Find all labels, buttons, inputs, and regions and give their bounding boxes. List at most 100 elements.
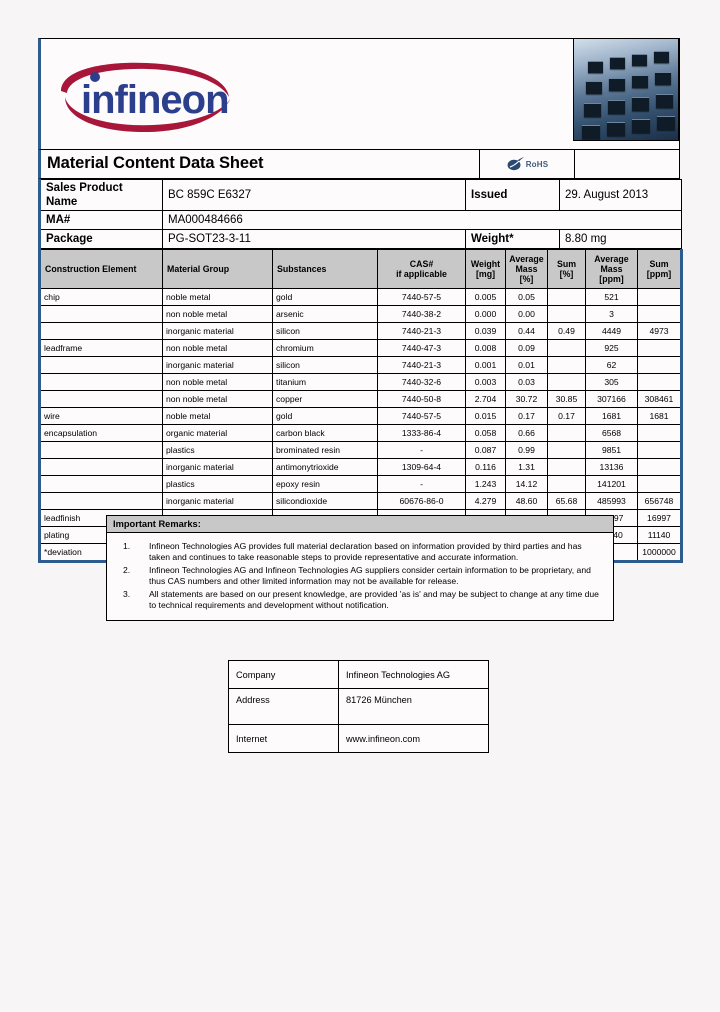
internet-label: Internet [228,724,339,753]
cell-average-mass-pct: 48.60 [505,492,548,510]
remark-item: 3. All statements are based on our presen… [115,589,603,612]
material-content-table: Construction Element Material Group Subs… [38,249,683,563]
header-substances: Substances [272,249,378,289]
cell-construction-element: encapsulation [38,424,163,442]
cell-sum-pct: 0.49 [547,322,586,340]
table-row: Sales Product Name BC 859C E6327 Issued … [38,179,682,211]
header-weight-unit: [mg] [475,269,496,279]
cell-weight: 0.116 [465,458,506,476]
cell-sum-ppm [637,373,683,391]
cell-substance: copper [272,390,378,408]
header-band: infineon [38,38,680,150]
cell-material-group: inorganic material [162,458,273,476]
cell-average-mass-ppm: 485993 [585,492,638,510]
cell-average-mass-pct: 0.00 [505,305,548,323]
cell-weight: 4.279 [465,492,506,510]
cell-weight: 0.003 [465,373,506,391]
cell-construction-element: leadframe [38,339,163,357]
cell-construction-element [38,373,163,391]
cell-sum-pct [547,288,586,306]
cell-material-group: non noble metal [162,339,273,357]
cell-sum-ppm: 11140 [637,526,683,544]
table-row: non noble metal titanium 7440-32-6 0.003 0.0… [38,373,683,391]
cell-construction-element: chip [38,288,163,306]
cell-construction-element [38,492,163,510]
cell-sum-pct [547,305,586,323]
header-sum-pct-l2: [%] [559,269,574,279]
issued-label: Issued [465,179,560,211]
cell-sum-pct: 65.68 [547,492,586,510]
cell-substance: antimonytrioxide [272,458,378,476]
cell-material-group: non noble metal [162,373,273,391]
sales-product-name-label: Sales Product Name [38,179,163,211]
cell-sum-pct [547,424,586,442]
table-row: MA# MA000484666 [38,210,682,230]
cell-substance: gold [272,407,378,425]
remarks-body: 1. Infineon Technologies AG provides full… [107,533,613,620]
table-row: inorganic material silicon 7440-21-3 0.001 0… [38,356,683,374]
cell-weight: 0.039 [465,322,506,340]
header-sum-ppm-l1: Sum [649,259,669,269]
cell-average-mass-ppm: 307166 [585,390,638,408]
cell-construction-element [38,475,163,493]
header-avg-mass-ppm-l2: Mass [600,264,623,274]
rohs-badge: RoHS [506,156,549,172]
cell-construction-element [38,356,163,374]
table-row: chip noble metal gold 7440-57-5 0.005 0.05 521 [38,288,683,306]
cell-weight: 0.008 [465,339,506,357]
important-remarks-box: Important Remarks: 1. Infineon Technologi… [106,515,614,622]
cell-substance: arsenic [272,305,378,323]
remark-number: 2. [123,564,131,575]
cell-sum-ppm: 4973 [637,322,683,340]
cell-material-group: inorganic material [162,492,273,510]
cell-average-mass-ppm: 305 [585,373,638,391]
header-material-group: Material Group [162,249,273,289]
cell-construction-element [38,322,163,340]
cell-material-group: inorganic material [162,356,273,374]
datasheet-page: infineon [38,38,683,753]
cell-cas: 7440-57-5 [377,288,466,306]
cell-average-mass-pct: 0.17 [505,407,548,425]
cell-weight: 0.001 [465,356,506,374]
cell-average-mass-pct: 0.03 [505,373,548,391]
cell-substance: epoxy resin [272,475,378,493]
table-row: Package PG-SOT23-3-11 Weight* 8.80 mg [38,229,682,249]
product-photo [573,38,679,141]
cell-average-mass-ppm: 925 [585,339,638,357]
cell-sum-ppm [637,288,683,306]
cell-material-group: plastics [162,475,273,493]
company-value: Infineon Technologies AG [338,660,489,689]
table-row: Address 81726 München [228,688,489,725]
cell-average-mass-ppm: 13136 [585,458,638,476]
cell-weight: 0.000 [465,305,506,323]
cell-average-mass-pct: 0.99 [505,441,548,459]
cell-cas: 7440-50-8 [377,390,466,408]
header-cas-line1: CAS# [409,259,434,269]
cell-construction-element [38,458,163,476]
cell-average-mass-pct: 1.31 [505,458,548,476]
ma-value: MA000484666 [162,210,682,230]
cell-cas: 7440-47-3 [377,339,466,357]
cell-substance: brominated resin [272,441,378,459]
cell-sum-ppm [637,424,683,442]
cell-average-mass-pct: 14.12 [505,475,548,493]
cell-average-mass-ppm: 6568 [585,424,638,442]
title-blank-cell [574,150,679,178]
internet-value: www.infineon.com [338,724,489,753]
cell-average-mass-ppm: 4449 [585,322,638,340]
rohs-label: RoHS [525,159,549,169]
weight-label: Weight* [465,229,560,249]
cell-material-group: noble metal [162,288,273,306]
cell-average-mass-ppm: 9851 [585,441,638,459]
header-sum-ppm-l2: [ppm] [646,269,672,279]
cell-sum-pct [547,441,586,459]
header-cas: CAS# if applicable [377,249,466,289]
remark-item: 2. Infineon Technologies AG and Infineon … [115,565,603,588]
cell-substance: carbon black [272,424,378,442]
remarks-title: Important Remarks: [107,516,613,533]
header-avg-mass-pct-l3: [%] [519,274,534,284]
cell-cas: 7440-32-6 [377,373,466,391]
cell-average-mass-pct: 0.05 [505,288,548,306]
rohs-leaf-icon [507,156,524,170]
cell-substance: gold [272,288,378,306]
